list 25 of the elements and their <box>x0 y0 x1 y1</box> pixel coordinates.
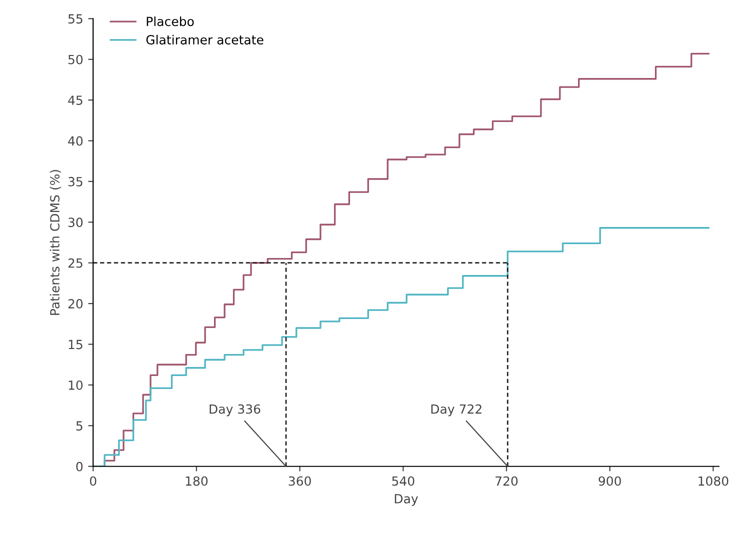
legend-label: Placebo <box>146 16 194 26</box>
x-tick-label: 1080 <box>698 476 728 486</box>
y-axis-title: Patients with CDMS (%) <box>50 170 61 315</box>
y-tick-label: 55 <box>68 14 82 24</box>
y-tick-label: 50 <box>68 54 83 64</box>
x-tick-label: 360 <box>288 476 311 486</box>
y-tick-label: 45 <box>68 96 82 105</box>
y-tick-label: 40 <box>68 136 83 146</box>
ref-line-label: Day 336 <box>210 404 260 416</box>
x-tick-label: 720 <box>496 476 518 486</box>
legend-label: Glatiramer acetate <box>146 34 264 44</box>
y-tick-label: 25 <box>68 258 82 268</box>
x-axis-title: Day <box>394 494 418 506</box>
x-tick-label: 0 <box>90 476 96 486</box>
y-tick-label: 0 <box>76 462 83 472</box>
ref-line-label: Day 722 <box>431 404 482 416</box>
x-tick-label: 180 <box>186 476 208 486</box>
y-tick-label: 5 <box>76 421 82 431</box>
y-tick-label: 10 <box>68 380 83 390</box>
y-tick-label: 15 <box>68 340 82 350</box>
x-tick-label: 900 <box>598 476 621 486</box>
y-tick-label: 20 <box>68 299 83 308</box>
y-tick-label: 30 <box>68 218 83 228</box>
x-tick-label: 540 <box>392 476 414 486</box>
y-tick-label: 35 <box>68 176 82 186</box>
